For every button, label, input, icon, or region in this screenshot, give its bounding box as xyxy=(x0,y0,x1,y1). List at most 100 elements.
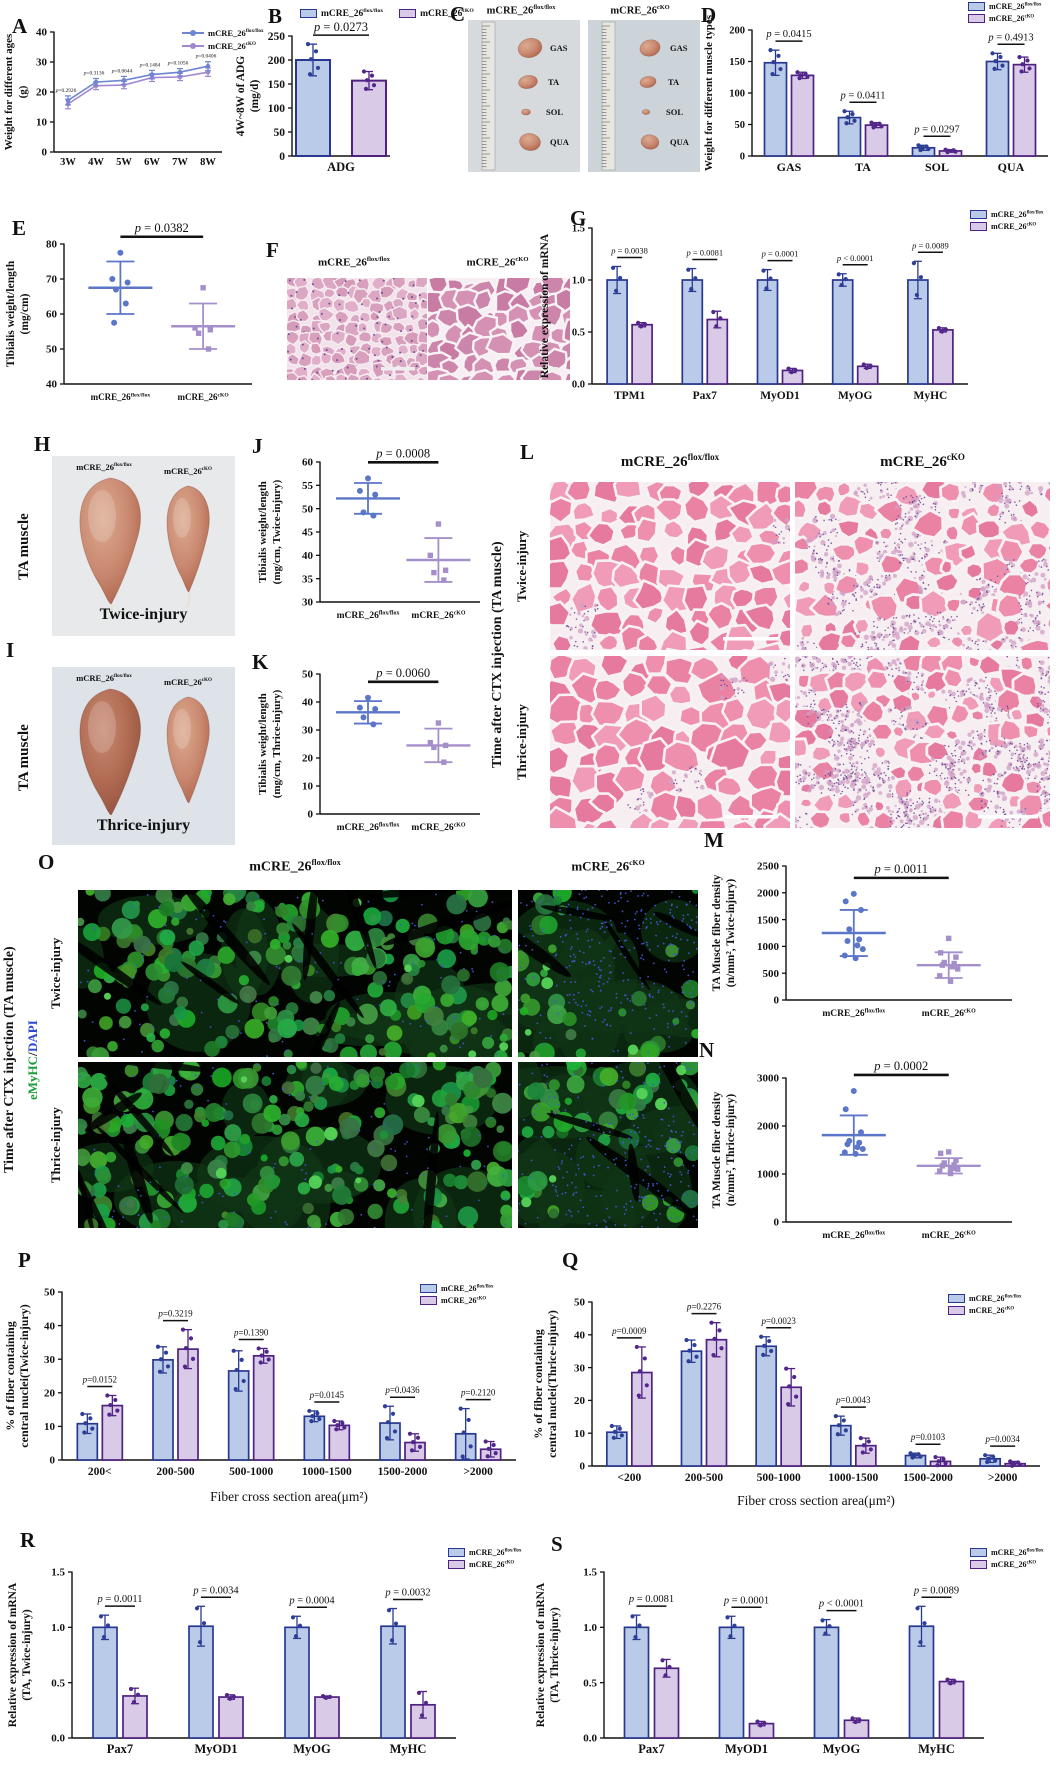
svg-text:QUA: QUA xyxy=(670,137,690,147)
legend-entry-cko: mCRE_26cKO xyxy=(420,1296,493,1305)
photo-label-cko: mCRE_26cKO xyxy=(164,677,212,687)
legend-panel-s: mCRE_26flox/flox mCRE_26cKO xyxy=(970,1548,1043,1569)
photo-muscle-types-flox: GAS TA SOL QUA xyxy=(468,20,580,172)
svg-text:0: 0 xyxy=(774,995,780,1007)
if-title-cko: mCRE_26cKO xyxy=(571,858,645,874)
svg-text:(mg/cm, Twice-injury): (mg/cm, Twice-injury) xyxy=(271,479,283,584)
swatch-cko-icon xyxy=(970,222,987,231)
svg-text:p = 0.0008: p = 0.0008 xyxy=(375,446,430,460)
svg-text:200: 200 xyxy=(729,26,745,37)
svg-text:30: 30 xyxy=(36,57,48,69)
side-label-ctx-injection: Time after CTX injection (TA muscle) xyxy=(490,541,505,769)
legend-panel-q: mCRE_26flox/flox mCRE_26cKO xyxy=(948,1294,1021,1315)
legend-entry-flox: mCRE_26flox/flox xyxy=(970,1548,1043,1557)
svg-text:Pax7: Pax7 xyxy=(693,390,718,402)
svg-text:mCRE_26flox/flox: mCRE_26flox/flox xyxy=(822,1230,885,1241)
swatch-cko-icon xyxy=(399,9,417,19)
svg-text:TA Muscle fiber density: TA Muscle fiber density xyxy=(711,1091,723,1208)
if-image-cko-thrice xyxy=(518,1062,698,1228)
svg-text:p=0.1484: p=0.1484 xyxy=(139,62,161,68)
svg-text:0.5: 0.5 xyxy=(572,328,585,339)
svg-text:40: 40 xyxy=(302,697,314,709)
svg-text:20: 20 xyxy=(36,87,48,99)
svg-text:SOL: SOL xyxy=(546,107,563,117)
svg-text:mCRE_26cKO: mCRE_26cKO xyxy=(922,1230,976,1241)
swatch-flox-icon xyxy=(300,9,317,19)
svg-text:7W: 7W xyxy=(172,157,188,168)
he-image-flox-twice xyxy=(550,482,790,650)
svg-text:(mg/cm, Thrice-injury): (mg/cm, Thrice-injury) xyxy=(271,689,283,798)
svg-text:4W: 4W xyxy=(88,157,104,168)
row-label-twice-injury: Twice-injury xyxy=(48,937,63,1010)
panel-i: TA muscle mCRE_26flox/flox mCRE_26cKO Th… xyxy=(0,645,250,857)
svg-text:ADG: ADG xyxy=(327,160,355,174)
photo-title-cko: mCRE_26cKO xyxy=(610,4,670,17)
if-image-flox-twice xyxy=(78,890,512,1057)
svg-text:5W: 5W xyxy=(116,157,132,168)
panel-letter-i: I xyxy=(6,638,15,662)
he-image-cko-thrice xyxy=(795,656,1050,828)
panel-letter-c: C xyxy=(450,2,466,26)
svg-text:p=0.1056: p=0.1056 xyxy=(167,61,189,67)
svg-text:p = 0.4913: p = 0.4913 xyxy=(987,32,1033,43)
svg-text:mCRE_26cKO: mCRE_26cKO xyxy=(411,610,465,621)
panel-letter-d: D xyxy=(701,3,717,27)
legend-label-flox: mCRE_26flox/flox xyxy=(969,1294,1022,1303)
svg-text:mCRE_26cKO: mCRE_26cKO xyxy=(178,392,230,402)
svg-text:TA: TA xyxy=(668,77,680,87)
svg-text:GAS: GAS xyxy=(670,43,688,53)
chart-tibialis-thrice: 0 10 20 30 40 50 Tibialis weight/length (mg/cm,… xyxy=(257,666,480,833)
histology-title-cko: mCRE_26cKO xyxy=(466,256,529,269)
chart-mrna-expression: 0.0 0.5 1.0 1.5 Relative expression of mRNA p… xyxy=(539,224,968,402)
chart-tibialis-weight-length: 40 50 60 70 80 Tibialis weight/length (mg/cm) m… xyxy=(5,221,252,402)
svg-text:p = 0.0001: p = 0.0001 xyxy=(761,249,799,259)
row-label-twice-injury: Twice-injury xyxy=(514,530,529,602)
panel-letter-a: A xyxy=(12,14,28,38)
svg-text:mCRE_26flox/flox: mCRE_26flox/flox xyxy=(822,1008,885,1019)
legend-entry-flox: mCRE_26flox/flox xyxy=(970,210,1043,219)
panel-h: TA muscle mCRE_26flox/flox mCRE_26cKO Tw… xyxy=(0,430,250,645)
svg-text:45: 45 xyxy=(302,527,314,539)
row-label-thrice-injury: Thrice-injury xyxy=(514,704,529,780)
svg-text:6W: 6W xyxy=(144,157,160,168)
svg-text:TPM1: TPM1 xyxy=(614,390,646,402)
panel-letter-k: K xyxy=(252,650,269,674)
svg-text:1000: 1000 xyxy=(757,941,780,953)
side-label-ctx-injection: Time after CTX injection (TA muscle) xyxy=(2,946,17,1174)
chart-adg: 0 50 100 150 200 250 4W~8W of ADG (mg/d) p = 0.0… xyxy=(235,20,390,174)
legend-panel-p: mCRE_26flox/flox mCRE_26cKO xyxy=(420,1284,493,1305)
legend-label-flox: mCRE_26flox/flox xyxy=(469,1548,522,1557)
swatch-cko-icon xyxy=(420,1296,437,1305)
legend-panel-g: mCRE_26flox/flox mCRE_26cKO xyxy=(970,210,1043,231)
legend-label-cko: mCRE_26cKO xyxy=(420,8,474,20)
panel-q: 0 10 20 30 40 50% of fiber containing central … xyxy=(528,1256,1056,1512)
svg-text:TA: TA xyxy=(548,77,560,87)
panel-letter-e: E xyxy=(12,216,27,240)
legend-entry-cko: mCRE_26cKO xyxy=(448,1560,521,1569)
svg-text:0: 0 xyxy=(740,152,745,163)
panel-letter-m: M xyxy=(704,828,724,852)
panel-g: 0.0 0.5 1.0 1.5 Relative expression of mRNA p… xyxy=(530,186,1056,414)
chart-muscle-weights: 0 50 100 150 200 Weight for different muscle … xyxy=(703,14,1048,174)
panel-letter-p: P xyxy=(18,1248,31,1272)
svg-text:(g): (g) xyxy=(17,85,29,98)
photo-title-flox: mCRE_26flox/flox xyxy=(486,4,556,17)
legend-label-cko: mCRE_26cKO xyxy=(969,1306,1015,1315)
histology-title-flox: mCRE_26flox/flox xyxy=(318,256,390,269)
photo-muscle-types-cko: GAS TA SOL QUA xyxy=(588,20,700,172)
swatch-flox-icon xyxy=(420,1284,437,1293)
panel-letter-f: F xyxy=(266,238,279,262)
svg-text:0: 0 xyxy=(279,151,285,163)
histology-image-flox xyxy=(287,278,427,380)
panel-l: Time after CTX injection (TA muscle) Twi… xyxy=(490,440,1056,836)
svg-text:p = 0.0297: p = 0.0297 xyxy=(913,124,959,135)
svg-text:60: 60 xyxy=(302,457,314,469)
svg-text:20: 20 xyxy=(302,753,314,765)
side-label-ta-muscle: TA muscle xyxy=(16,513,32,581)
svg-text:4W~8W of ADG: 4W~8W of ADG xyxy=(235,56,247,137)
he-title-cko: mCRE_26cKO xyxy=(880,452,965,470)
svg-text:SOL: SOL xyxy=(666,107,683,117)
svg-text:p < 0.0001: p < 0.0001 xyxy=(836,253,874,263)
svg-text:QUA: QUA xyxy=(998,160,1025,174)
svg-text:p = 0.0382: p = 0.0382 xyxy=(134,221,189,235)
